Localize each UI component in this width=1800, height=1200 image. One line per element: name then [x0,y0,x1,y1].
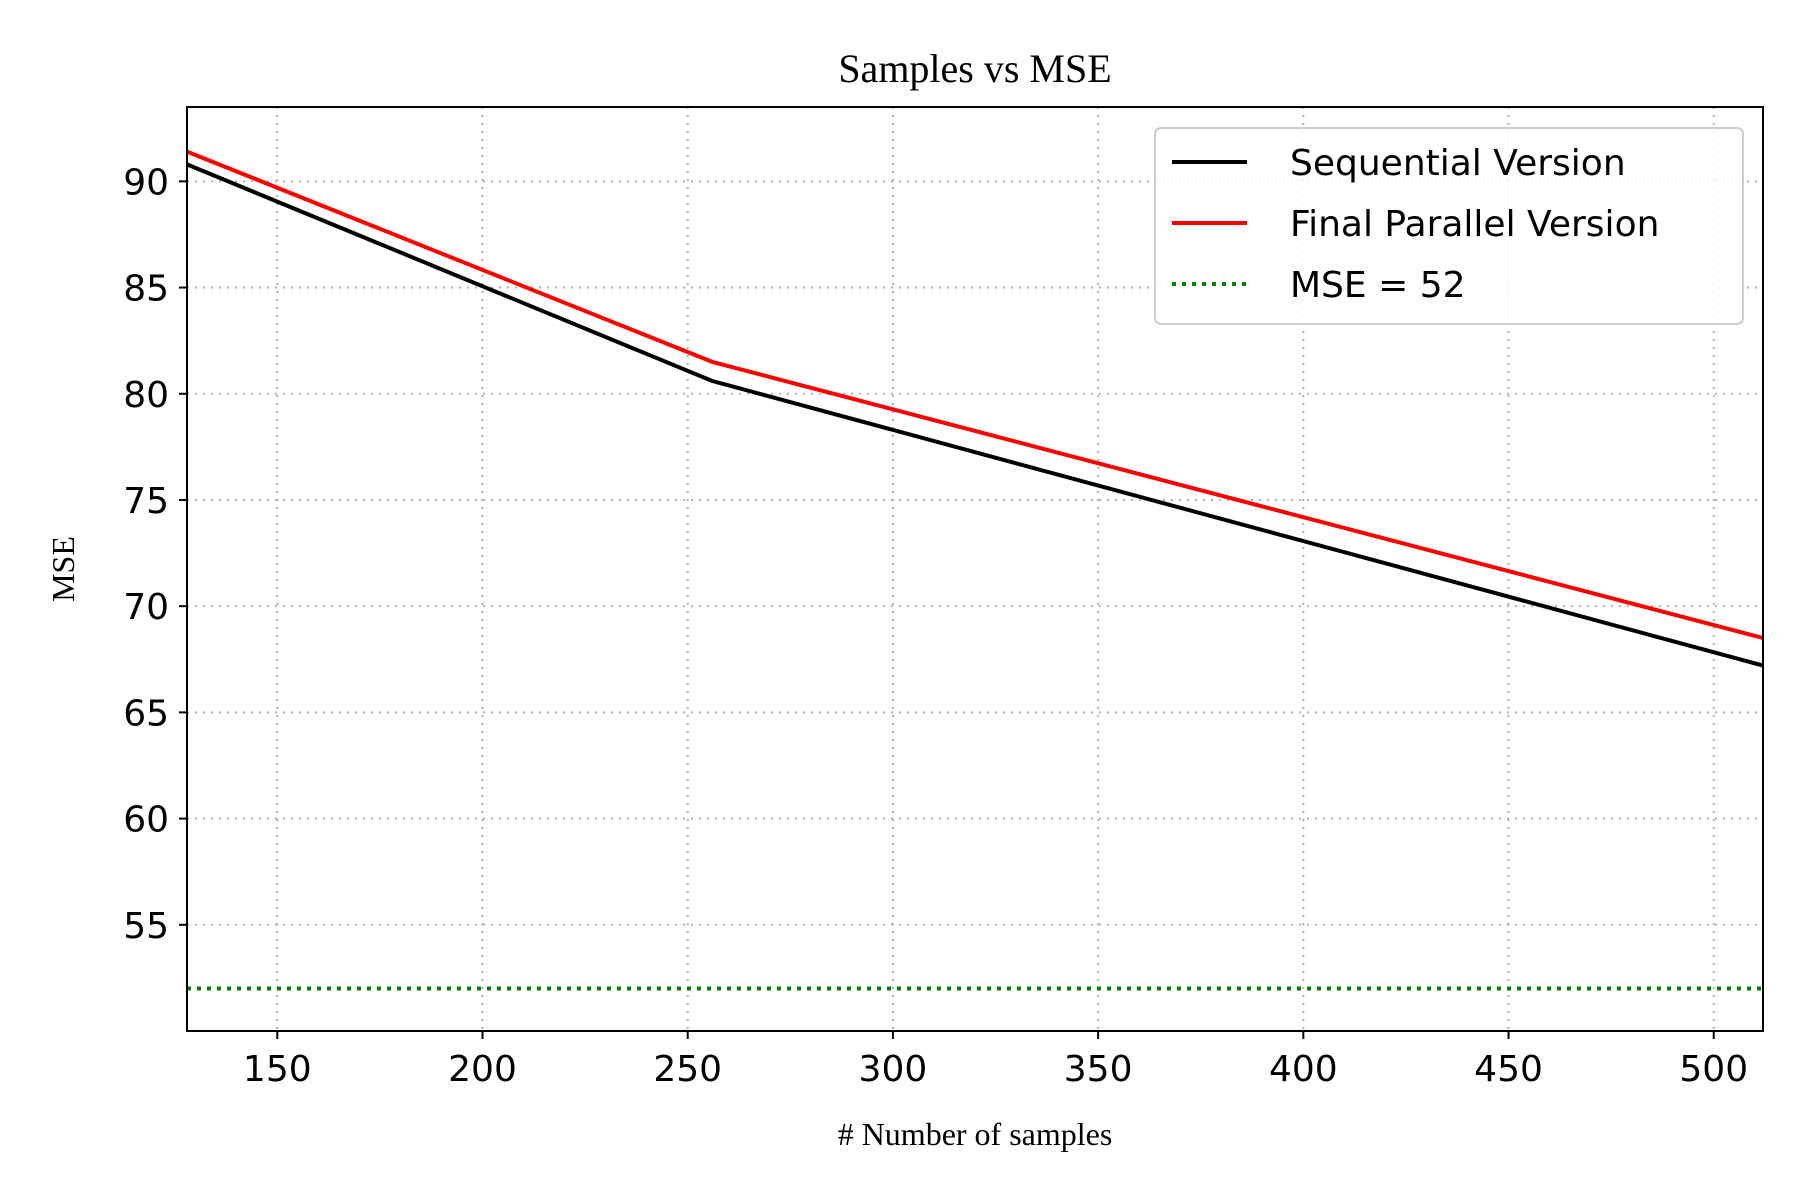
y-tick-label: 55 [123,906,169,947]
legend-box [1154,127,1744,325]
legend-label: Sequential Version [1290,143,1626,184]
legend-label: Final Parallel Version [1290,204,1659,245]
x-tick-label: 250 [653,1049,722,1090]
y-tick-label: 75 [123,481,169,522]
axis-ticks: 150 200 250 300 350 400 450 500 55 60 65 70 75 80 85 90 [123,162,1748,1090]
y-tick-label: 85 [123,269,169,310]
x-tick-label: 500 [1679,1049,1748,1090]
x-tick-label: 350 [1064,1049,1133,1090]
y-axis-label: MSE [45,536,81,602]
y-tick-label: 80 [123,375,169,416]
series-line-1 [186,162,1764,668]
y-tick-label: 70 [123,587,169,628]
plot-frame [186,106,1764,1032]
legend-label: MSE = 52 [1290,265,1466,306]
series-line-2 [186,149,1764,640]
chart-title: Samples vs MSE [838,46,1111,91]
y-tick-label: 60 [123,800,169,841]
x-axis-label: # Number of samples [838,1116,1113,1152]
x-tick-label: 200 [448,1049,517,1090]
x-tick-label: 150 [243,1049,312,1090]
series-lines [186,149,1764,991]
y-tick-label: 65 [123,693,169,734]
x-tick-label: 300 [859,1049,928,1090]
legend: Sequential Version Final Parallel Version… [1154,127,1744,325]
x-tick-label: 450 [1474,1049,1543,1090]
y-tick-label: 90 [123,162,169,203]
x-tick-label: 400 [1269,1049,1338,1090]
